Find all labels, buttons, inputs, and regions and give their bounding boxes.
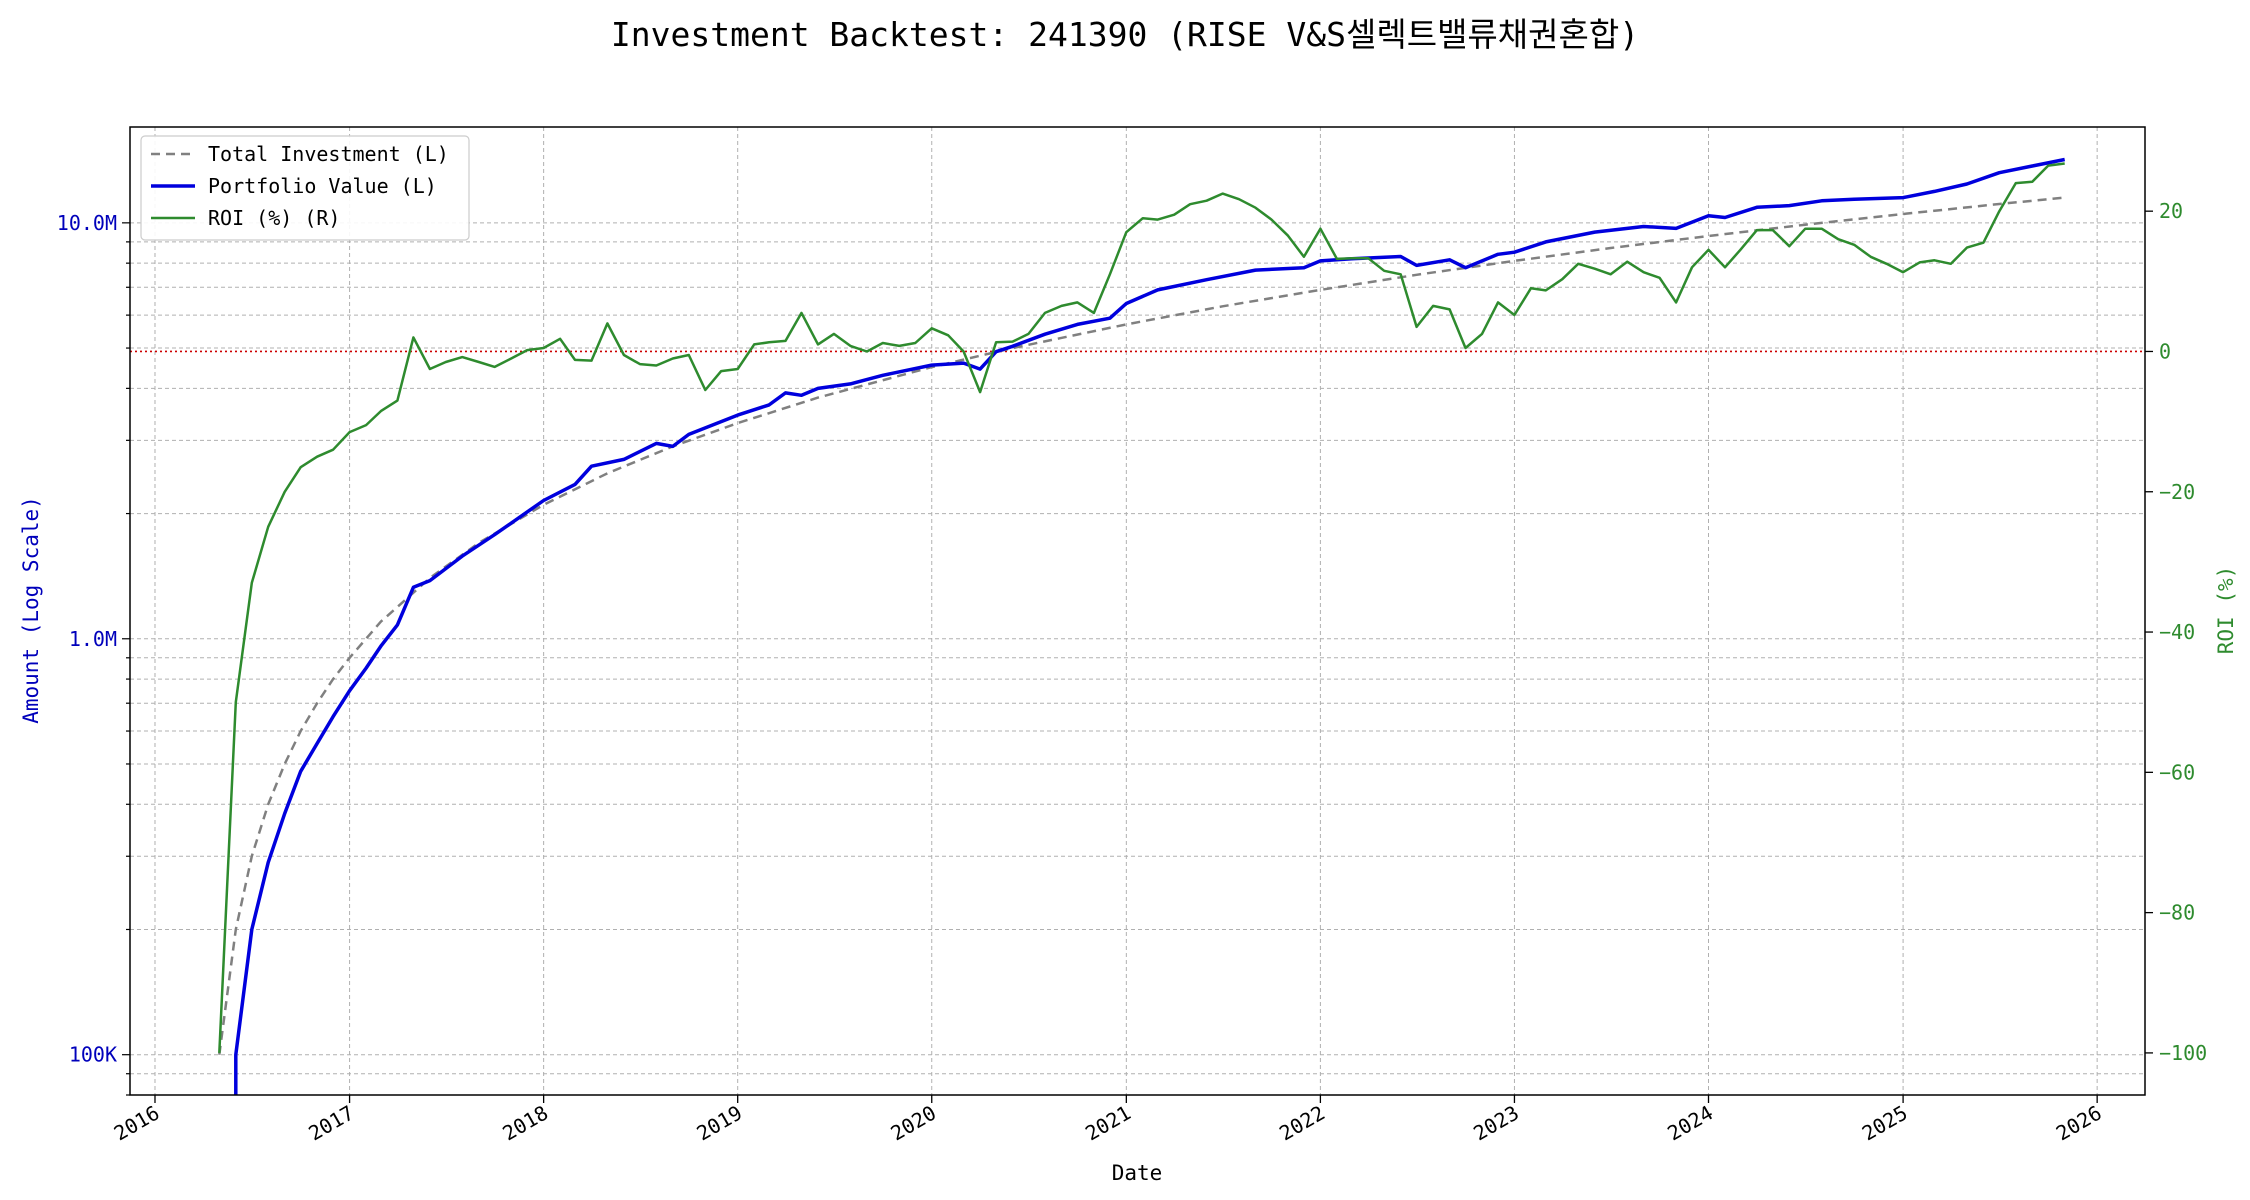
y-axis-left: 100K 1.0M 10.0M (57, 211, 130, 1096)
y-right-tick-label: −80 (2159, 901, 2195, 925)
y-axis-right: −100 −80 −60 −40 −20 0 20 (2145, 199, 2207, 1065)
y-right-tick-label: −60 (2159, 760, 2195, 784)
chart-title: Investment Backtest: 241390 (RISE V&S셀렉트… (611, 15, 1639, 54)
x-axis-label: Date (1112, 1161, 1163, 1185)
legend: Total Investment (L) Portfolio Value (L) R… (140, 135, 470, 241)
legend-label: Portfolio Value (L) (208, 174, 437, 198)
y-right-tick-label: −100 (2159, 1041, 2207, 1065)
legend-box (140, 135, 470, 241)
series-total-investment (218, 196, 2065, 1055)
y-right-tick-label: −40 (2159, 620, 2195, 644)
y-right-tick-label: −20 (2159, 480, 2195, 504)
y-left-tick-label: 1.0M (69, 627, 117, 651)
legend-label: ROI (%) (R) (208, 206, 340, 230)
y-left-tick-label: 10.0M (57, 211, 117, 235)
series-portfolio-value (234, 157, 2066, 1095)
series-lines (218, 157, 2066, 1095)
series-roi (218, 162, 2065, 1053)
legend-label: Total Investment (L) (208, 142, 449, 166)
grid (130, 127, 2145, 1096)
plot-frame (129, 126, 2146, 1096)
y-right-tick-label: 0 (2159, 339, 2171, 363)
y-axis-right-label: ROI (%) (2214, 566, 2238, 655)
y-axis-left-label: Amount (Log Scale) (19, 496, 43, 724)
y-right-tick-label: 20 (2159, 199, 2183, 223)
y-left-tick-label: 100K (69, 1043, 117, 1067)
